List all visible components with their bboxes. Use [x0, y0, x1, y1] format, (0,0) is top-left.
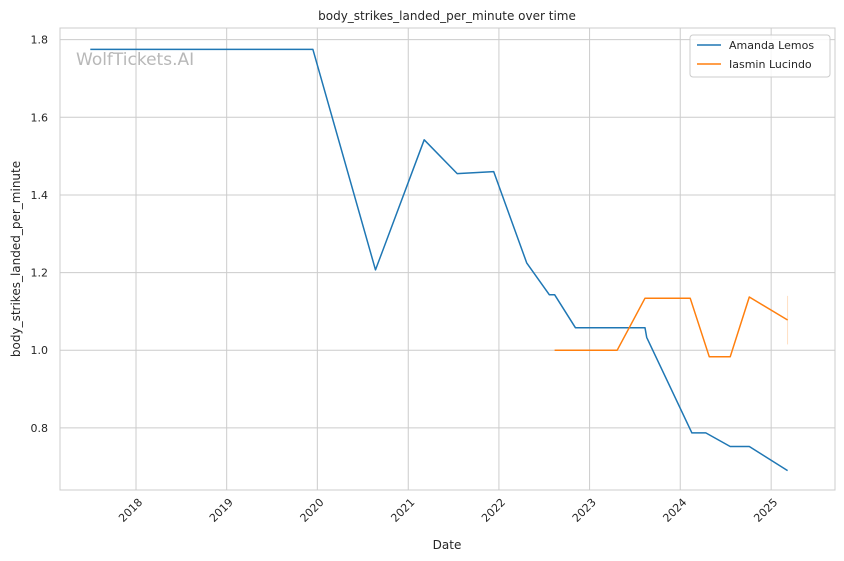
- y-axis-label: body_strikes_landed_per_minute: [9, 161, 23, 357]
- x-axis-ticks: 2018 2019 2020 2021 2022 2023 2024 2025: [116, 496, 780, 525]
- legend: Amanda Lemos Iasmin Lucindo: [689, 34, 831, 78]
- y-tick-label-0-8: 0.8: [31, 422, 49, 435]
- chart-title: body_strikes_landed_per_minute over time: [318, 9, 576, 23]
- y-tick-label-1-6: 1.6: [31, 111, 49, 124]
- plot-background: [60, 28, 835, 490]
- series-line-amanda-lemos: [90, 48, 788, 472]
- series-line-iasmin-lucindo: [554, 296, 788, 358]
- x-tick-label-2024: 2024: [660, 496, 689, 525]
- x-tick-label-2023: 2023: [570, 496, 599, 525]
- y-tick-label-1-0: 1.0: [31, 344, 49, 357]
- x-tick-label-2025: 2025: [751, 496, 780, 525]
- legend-box: [689, 34, 831, 78]
- y-axis-ticks: 0.8 1.0 1.2 1.4 1.6 1.8: [31, 34, 49, 435]
- legend-label-amanda-lemos: Amanda Lemos: [729, 39, 814, 52]
- legend-label-iasmin-lucindo: Iasmin Lucindo: [729, 58, 812, 71]
- watermark-text: WolfTickets.AI: [76, 50, 194, 70]
- x-tick-label-2022: 2022: [479, 496, 508, 525]
- x-axis-label: Date: [433, 538, 462, 552]
- x-tick-label-2021: 2021: [388, 496, 417, 525]
- y-tick-label-1-4: 1.4: [31, 189, 49, 202]
- plot-frame: [59, 27, 836, 491]
- y-tick-label-1-2: 1.2: [31, 267, 49, 280]
- series-layer: [90, 48, 789, 472]
- x-tick-label-2018: 2018: [116, 496, 145, 525]
- x-tick-label-2020: 2020: [298, 496, 327, 525]
- x-tick-label-2019: 2019: [207, 496, 236, 525]
- y-tick-label-1-8: 1.8: [31, 34, 49, 47]
